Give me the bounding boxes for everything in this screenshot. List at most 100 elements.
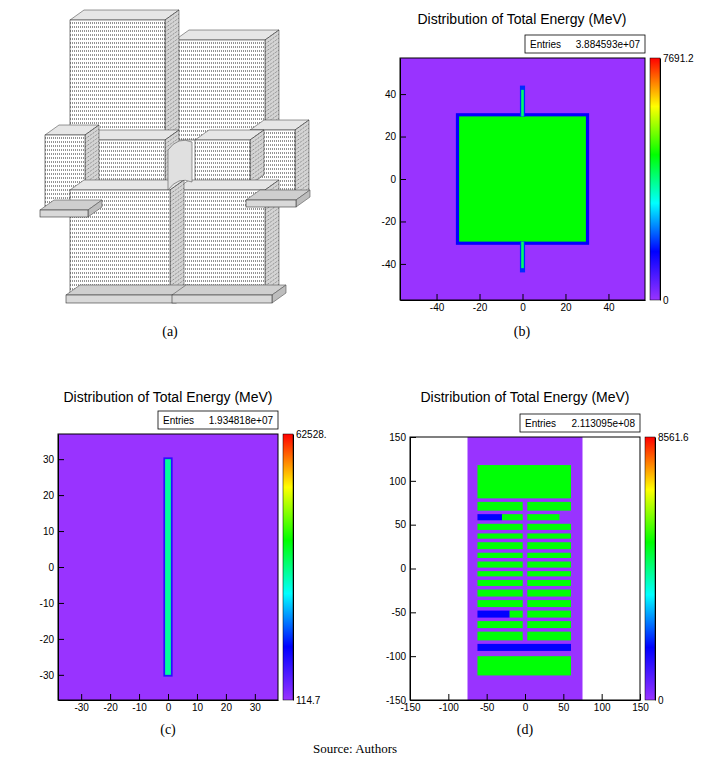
tick-mark <box>410 481 416 482</box>
block-side-stripe <box>265 208 279 218</box>
color-bar <box>650 58 660 300</box>
block-side <box>88 200 102 217</box>
block-side-stripe <box>265 74 279 84</box>
block-side-stripe <box>165 70 179 80</box>
block-side-stripe <box>170 236 184 246</box>
block-side-stripe <box>265 220 279 230</box>
block-side-stripe <box>165 30 179 40</box>
tick-mark <box>197 694 198 700</box>
block-stripe <box>45 182 85 183</box>
block-front <box>195 140 250 185</box>
color-bar <box>283 434 293 700</box>
tick: 100 <box>389 476 416 487</box>
block-side-stripe <box>170 232 184 242</box>
tick: 50 <box>558 694 570 713</box>
cell <box>477 553 522 558</box>
axis: -30-20-100102030 <box>59 694 279 713</box>
block-side-stripe <box>295 120 309 130</box>
tick: 10 <box>43 526 64 537</box>
stats-value: 2.113095e+08 <box>572 418 636 429</box>
block-side-stripe <box>85 161 99 171</box>
block-side-stripe <box>265 78 279 88</box>
tick: -20 <box>382 216 406 227</box>
tick-mark <box>410 437 416 438</box>
block-stripe <box>195 151 250 152</box>
block-stripe <box>70 193 170 194</box>
tick-mark <box>608 294 609 300</box>
block-side-stripe <box>165 78 179 88</box>
block-stripe <box>195 167 250 168</box>
panel-label: (b) <box>514 324 531 340</box>
tick: 30 <box>43 454 64 465</box>
block-side-stripe <box>165 62 179 72</box>
block-side-stripe <box>85 149 99 159</box>
tick-mark <box>487 694 488 700</box>
tick-label: -150 <box>386 695 406 706</box>
block-stripe <box>175 83 265 84</box>
tick-label: 150 <box>632 702 649 713</box>
block-side-stripe <box>295 124 309 134</box>
block-stripe <box>45 138 85 139</box>
block-side-stripe <box>265 212 279 222</box>
block-stripe <box>175 257 265 258</box>
stats-value: 1.934818e+07 <box>209 415 274 426</box>
block-side <box>272 285 286 303</box>
block-side-stripe <box>295 156 309 166</box>
tick: 0 <box>660 295 669 306</box>
cell <box>521 242 524 269</box>
tick: 30 <box>250 694 262 713</box>
cell <box>527 611 571 618</box>
block-stripe <box>70 51 165 52</box>
block-side-stripe <box>295 140 309 150</box>
tick-label: 0 <box>48 562 54 573</box>
block-side-stripe <box>85 133 99 143</box>
cell <box>520 86 525 117</box>
block-front <box>246 200 296 207</box>
block-side-stripe <box>170 216 184 226</box>
block-side-stripe <box>265 248 279 258</box>
tick-mark <box>565 294 566 300</box>
block-side-stripe <box>265 232 279 242</box>
tick: 0 <box>390 174 406 185</box>
block-side-stripe <box>265 34 279 44</box>
block-stripe <box>175 229 265 230</box>
tick-mark <box>255 694 256 700</box>
block-side-stripe <box>85 145 99 155</box>
tick: -20 <box>40 634 64 645</box>
block-side-stripe <box>165 106 179 116</box>
block-side-stripe <box>165 46 179 56</box>
tick: 0 <box>520 294 526 313</box>
tick-label: 40 <box>603 302 615 313</box>
block-stripe <box>70 257 170 258</box>
block-side-stripe <box>265 38 279 48</box>
block-stripe <box>70 83 165 84</box>
block-stripe <box>175 241 265 242</box>
cell <box>477 542 522 549</box>
tick: 0 <box>48 562 64 573</box>
caption: Source: Authors <box>313 741 397 756</box>
block-stripe <box>70 245 170 246</box>
tick-mark <box>81 694 82 700</box>
block-side-stripe <box>295 148 309 158</box>
block-stripe <box>175 127 265 128</box>
tick: 40 <box>385 89 406 100</box>
block-side-stripe <box>170 204 184 214</box>
block-side-stripe <box>265 30 279 40</box>
block-side-stripe <box>250 166 264 176</box>
block-side-stripe <box>85 137 99 147</box>
block-stripe <box>70 123 165 124</box>
tick: -10 <box>40 598 64 609</box>
tick: -100 <box>439 694 459 713</box>
cells <box>58 434 278 700</box>
tick: 20 <box>560 294 572 313</box>
block-stripe <box>175 277 265 278</box>
tick-mark <box>400 137 406 138</box>
tick: 0 <box>523 694 529 713</box>
block-stripe <box>70 229 170 230</box>
block-stripe <box>70 91 165 92</box>
cell <box>477 524 522 530</box>
tick-mark <box>437 294 438 300</box>
block-stripe <box>70 265 170 266</box>
block-top <box>172 285 286 295</box>
block-stripe <box>70 253 170 254</box>
